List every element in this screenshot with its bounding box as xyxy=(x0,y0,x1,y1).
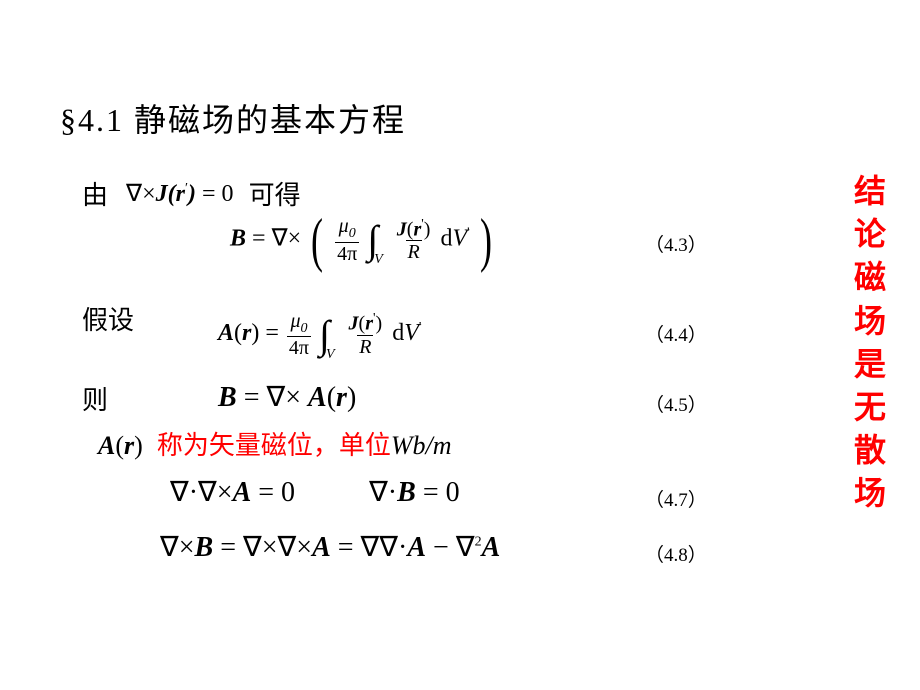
label-kede: 可得 xyxy=(249,175,301,212)
A2: A xyxy=(308,382,327,413)
eq-zero: = 0 xyxy=(196,181,234,207)
mu2: μ xyxy=(290,310,300,332)
lap: ∇ xyxy=(456,532,475,563)
int-sub-v2: V xyxy=(326,347,335,362)
Vprime: V xyxy=(452,226,467,252)
eq-4-7: ∇·∇×A = 0 ∇·B = 0 xyxy=(170,475,460,509)
A6: A xyxy=(407,532,426,563)
r5: r xyxy=(124,431,134,460)
Jr: J xyxy=(397,218,407,240)
r2: r xyxy=(242,320,251,346)
eq3: = xyxy=(244,382,267,413)
curl: ∇× xyxy=(272,226,302,252)
J: J(r xyxy=(156,181,185,207)
A4: A xyxy=(233,477,252,508)
wbm: Wb/m xyxy=(391,431,452,460)
label-jiashe: 假设 xyxy=(82,306,134,335)
vchar-6: 散 xyxy=(854,429,886,472)
eq-4-8: ∇×B = ∇×∇×A = ∇∇·A − ∇2A xyxy=(160,530,500,564)
label-jiashe-row: 假设 xyxy=(82,300,134,337)
r3: r xyxy=(365,313,373,335)
frac-mu2: μ0 4π xyxy=(287,310,311,359)
eq5: = xyxy=(338,532,361,563)
R2: R xyxy=(357,335,373,358)
B3: B xyxy=(397,477,416,508)
curlB: ∇× xyxy=(160,532,195,563)
int-sub-v: V xyxy=(374,252,383,267)
eqnum-4-8: （4.8） xyxy=(645,540,707,567)
line-given: 由 ∇×J(r′) = 0 可得 xyxy=(82,175,301,212)
A7: A xyxy=(482,532,501,563)
B4: B xyxy=(195,532,214,563)
eq-zero-2: = 0 xyxy=(251,477,295,508)
vchar-7: 场 xyxy=(854,472,886,515)
eq-4-3: B = ∇× ( μ0 4π ∫V J(r') R dV' ) xyxy=(230,210,496,270)
lparen-big: ( xyxy=(311,210,323,270)
dV: d xyxy=(440,226,452,252)
zero2: 0 xyxy=(300,321,307,336)
fourpi: 4π xyxy=(335,242,359,265)
frac-mu: μ0 4π xyxy=(335,215,359,264)
vchar-1: 论 xyxy=(854,213,886,256)
nabla-cross: ∇× xyxy=(126,181,156,207)
B2: B xyxy=(218,382,237,413)
vchar-3: 场 xyxy=(854,300,886,343)
label-ze: 则 xyxy=(82,386,108,415)
zero: 0 xyxy=(349,226,356,241)
vchar-0: 结 xyxy=(854,170,886,213)
graddiv: ∇∇· xyxy=(361,532,408,563)
divB: ∇· xyxy=(369,477,397,508)
minus: − xyxy=(433,532,456,563)
frac-jr: J(r') R xyxy=(395,217,433,264)
rparen: ) xyxy=(188,181,196,207)
label-ze-row: 则 xyxy=(82,380,108,417)
label-you: 由 xyxy=(82,175,108,212)
red-text: 称为矢量磁位，单位 xyxy=(157,431,391,460)
vchar-2: 磁 xyxy=(854,256,886,299)
eq: = xyxy=(252,226,272,252)
fourpi2: 4π xyxy=(287,336,311,359)
vector-potential-def: A(r) 称为矢量磁位，单位Wb/m xyxy=(98,425,452,462)
vchar-4: 是 xyxy=(854,343,886,386)
eqnum-4-4: （4.4） xyxy=(645,320,707,347)
mu: μ xyxy=(339,215,349,237)
curl2: ∇× xyxy=(266,382,301,413)
r4: r xyxy=(336,382,347,413)
eq-4-5: B = ∇× A(r) xyxy=(218,380,356,414)
dV2: d xyxy=(392,320,404,346)
eqnum-4-7: （4.7） xyxy=(645,485,707,512)
R: R xyxy=(406,240,422,263)
A5: A xyxy=(312,532,331,563)
Jr2: J xyxy=(349,313,359,335)
eq-curl-j-zero: ∇×J(r′) = 0 xyxy=(126,179,234,208)
vchar-5: 无 xyxy=(854,386,886,429)
eq2: = xyxy=(265,320,285,346)
divcurl: ∇·∇× xyxy=(170,477,233,508)
curlcurl: ∇×∇× xyxy=(243,532,312,563)
B: B xyxy=(230,226,246,252)
eqnum-4-5: （4.5） xyxy=(645,390,707,417)
vprime-sup2: ' xyxy=(419,320,422,335)
frac-jr2: J(r') R xyxy=(347,311,385,358)
vertical-conclusion: 结 论 磁 场 是 无 散 场 xyxy=(850,170,890,516)
A: A xyxy=(218,320,234,346)
eqnum-4-3: （4.3） xyxy=(645,230,707,257)
eq4: = xyxy=(220,532,243,563)
eq-zero-3: = 0 xyxy=(416,477,460,508)
Vprime2: V xyxy=(404,320,419,346)
vprime-sup: ' xyxy=(467,226,470,241)
rparen-big: ) xyxy=(480,210,492,270)
section-heading: §4.1 静磁场的基本方程 xyxy=(60,95,800,141)
sq: 2 xyxy=(475,535,482,550)
A3: A xyxy=(98,431,115,460)
eq-4-4: A(r) = μ0 4π ∫V J(r') R dV' xyxy=(218,310,421,359)
